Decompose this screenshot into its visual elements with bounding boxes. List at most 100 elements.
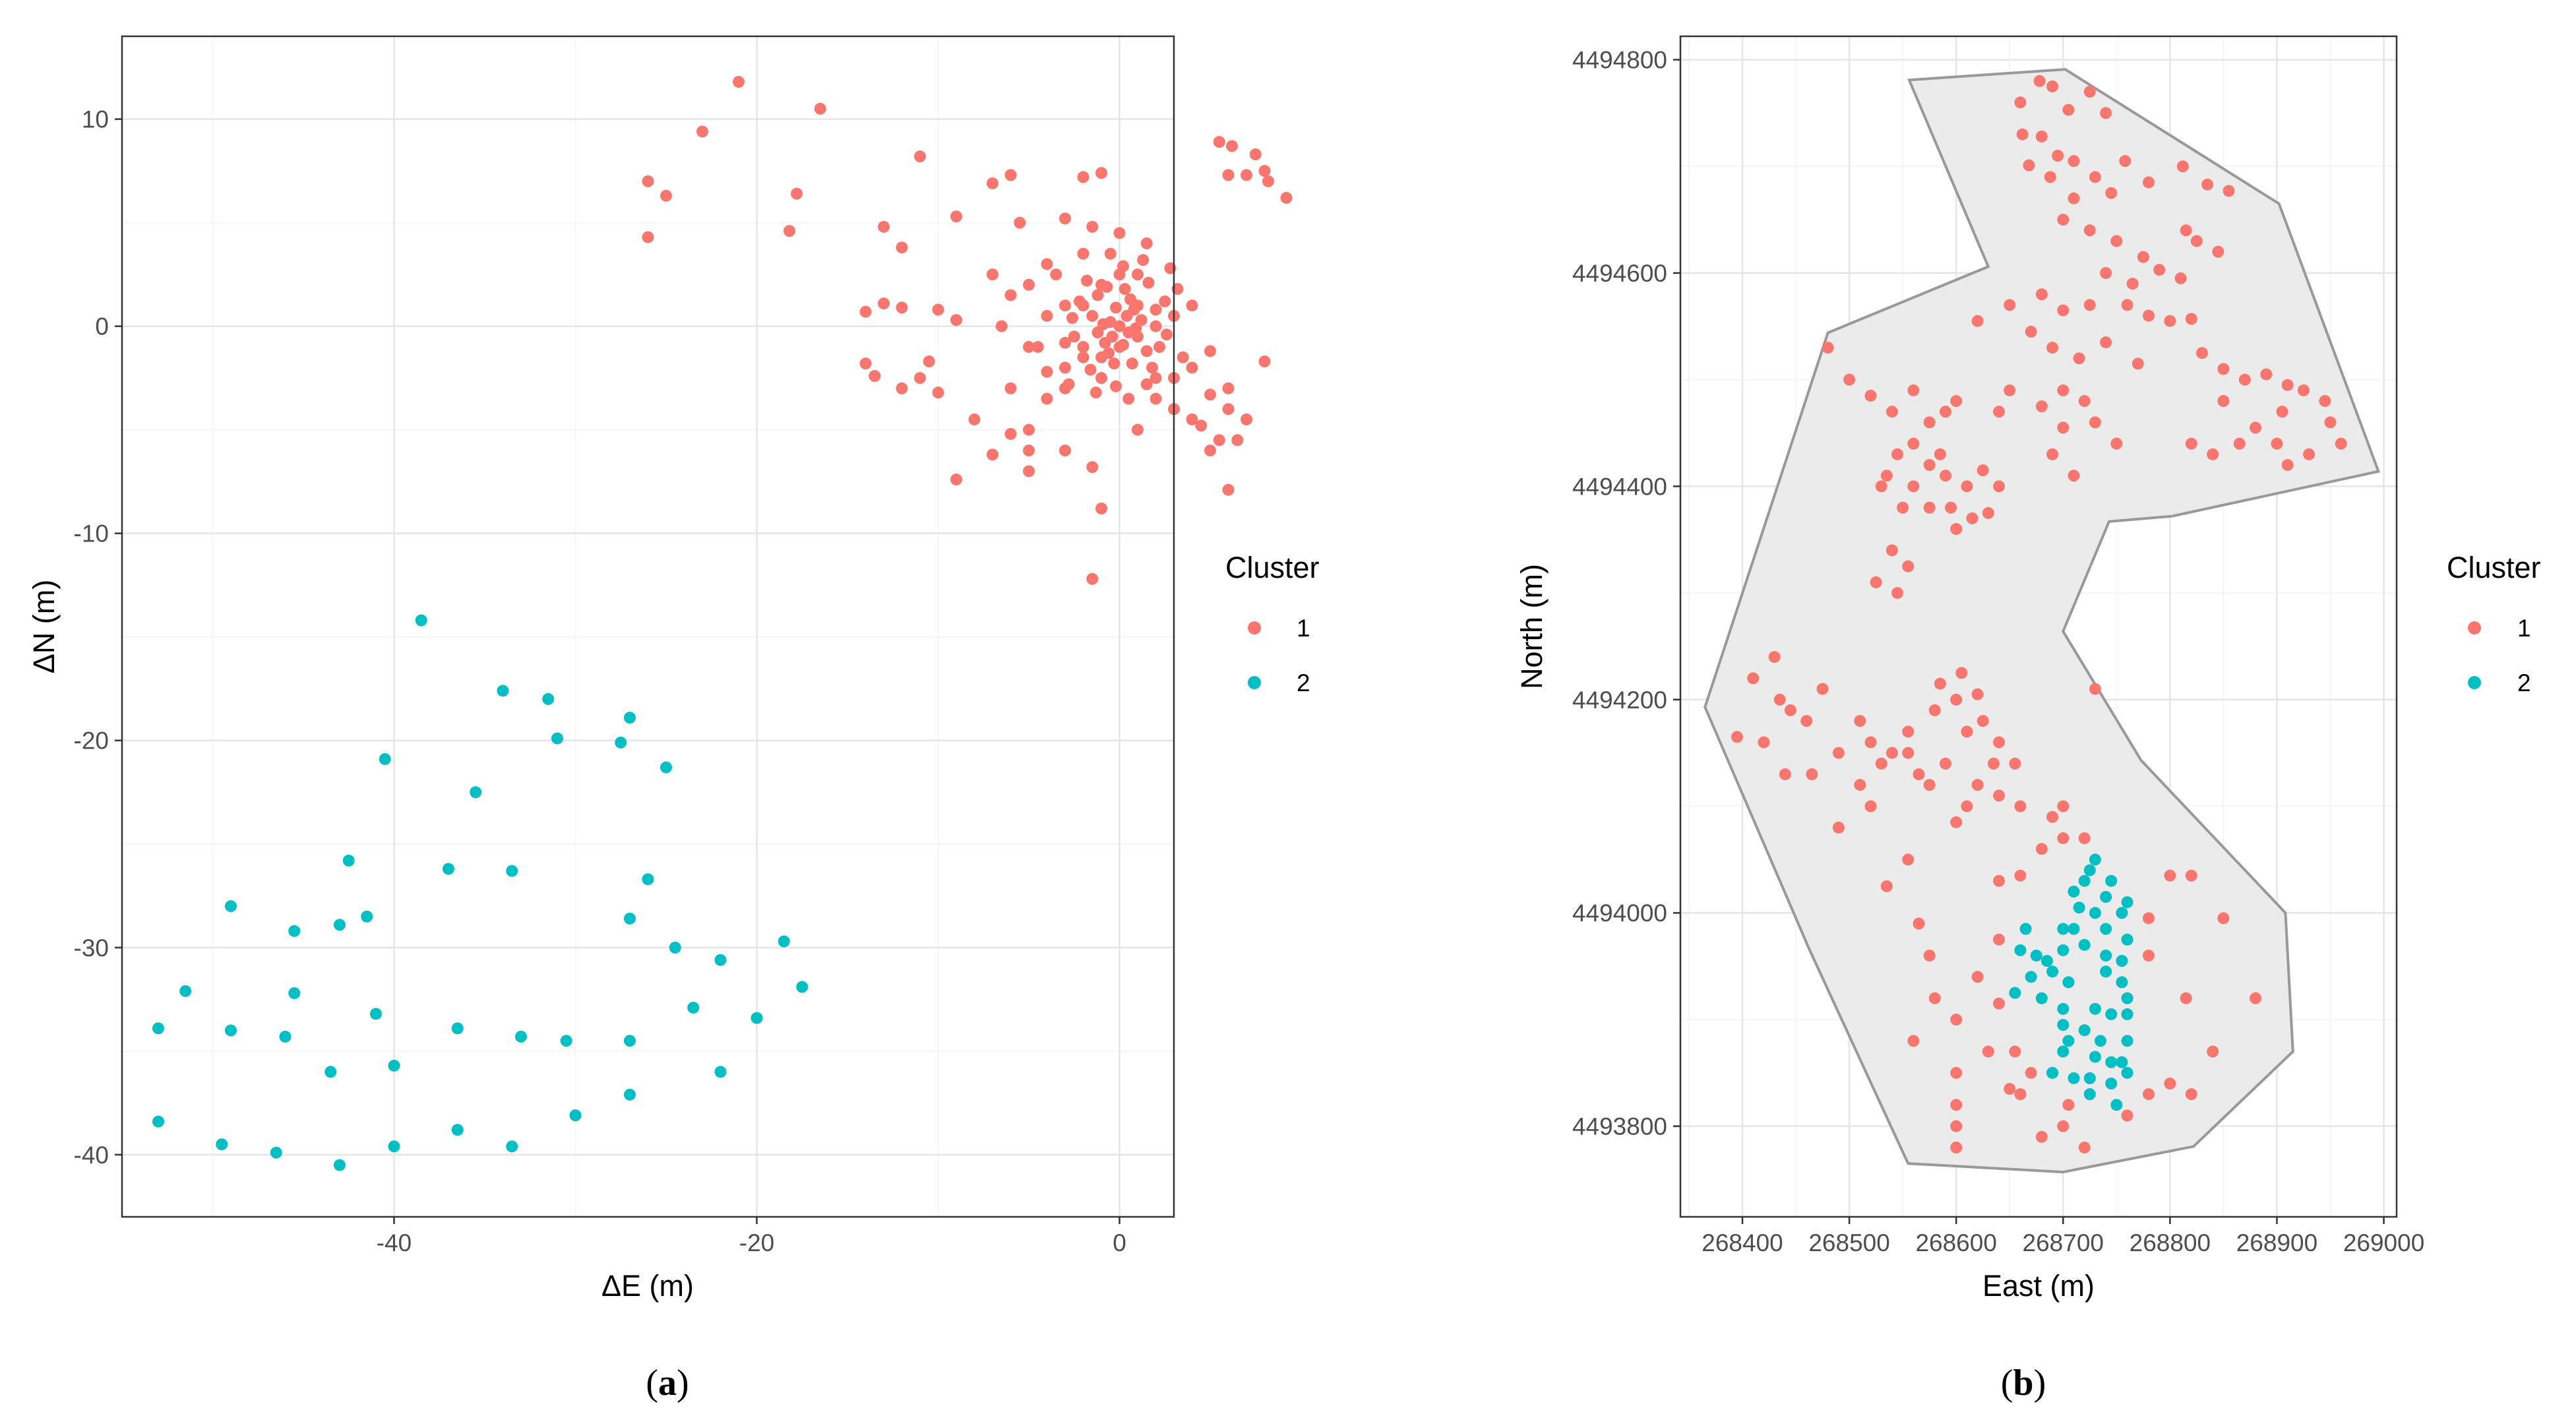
point-b-cluster1-150 <box>1928 992 1941 1004</box>
point-a-cluster1-104 <box>1124 293 1136 305</box>
point-b-cluster1-161 <box>2014 1088 2027 1101</box>
panel-b: 268400 268500 268600 268700 268800 268900 2690… <box>1515 35 2541 1403</box>
point-b-cluster1-73 <box>1822 342 1834 354</box>
point-a-cluster1-37 <box>896 382 908 394</box>
point-a-cluster1-69 <box>1195 419 1208 432</box>
point-b-cluster1-98 <box>1891 587 1904 600</box>
point-b-cluster1-147 <box>1902 853 1915 866</box>
point-a-cluster2-24 <box>687 1001 700 1014</box>
point-a-cluster1-38 <box>923 355 935 368</box>
point-b-cluster1-174 <box>2250 992 2262 1004</box>
point-a-cluster2-3 <box>624 712 636 724</box>
point-b-cluster1-172 <box>2180 992 2192 1004</box>
point-b-cluster1-119 <box>1961 725 1973 738</box>
y-tick-label-b-1: 4494000 <box>1572 900 1667 927</box>
point-b-cluster2-19 <box>2078 939 2091 951</box>
point-b-cluster2-20 <box>2100 949 2112 962</box>
point-a-cluster2-15 <box>624 912 636 925</box>
point-a-cluster1-21 <box>878 220 890 233</box>
point-a-cluster1-35 <box>859 357 872 370</box>
point-b-cluster1-159 <box>2057 1120 2070 1132</box>
point-b-cluster2-3 <box>2105 875 2118 887</box>
point-a-cluster1-65 <box>1204 345 1216 357</box>
point-a-cluster1-34 <box>950 314 962 326</box>
panel-label-b: (b) <box>2001 1363 2046 1403</box>
point-a-cluster1-14 <box>1262 175 1274 187</box>
point-b-cluster1-156 <box>2025 1066 2037 1079</box>
y-ticks-b: 4493800 4494000 4494200 4494400 4494600 44948… <box>1572 47 1680 1140</box>
point-a-cluster1-42 <box>1023 423 1035 436</box>
point-b-cluster1-86 <box>1977 464 1989 477</box>
point-b-cluster2-21 <box>2116 954 2128 967</box>
point-a-cluster2-40 <box>569 1109 582 1122</box>
point-b-cluster1-137 <box>2057 832 2070 844</box>
point-b-cluster1-166 <box>1950 1120 1963 1132</box>
point-a-cluster1-119 <box>1050 268 1062 281</box>
point-b-cluster1-121 <box>1955 667 1968 679</box>
point-b-cluster1-101 <box>1886 544 1898 557</box>
x-ticks-b: 268400 268500 268600 268700 268800 268900 2690… <box>1702 1217 2424 1256</box>
point-a-cluster2-23 <box>370 1008 382 1020</box>
point-a-cluster1-139 <box>1110 380 1122 392</box>
point-a-cluster1-115 <box>1101 280 1113 293</box>
point-a-cluster1-28 <box>1140 237 1153 250</box>
points-a <box>152 76 1293 1171</box>
point-a-cluster2-14 <box>361 910 373 923</box>
point-a-cluster1-88 <box>1091 289 1104 301</box>
y-axis-title-a: ΔN (m) <box>27 580 61 674</box>
point-a-cluster1-16 <box>914 150 926 163</box>
point-b-cluster1-30 <box>2174 272 2187 285</box>
point-b-cluster1-7 <box>2035 130 2048 142</box>
panel-label-a: (a) <box>646 1363 689 1403</box>
point-a-cluster2-1 <box>497 685 509 697</box>
point-b-cluster1-80 <box>1950 395 1963 408</box>
point-b-cluster1-57 <box>2207 448 2219 460</box>
point-a-cluster1-20 <box>1095 167 1107 179</box>
point-b-cluster1-69 <box>2089 416 2101 429</box>
plot-border-a <box>121 35 1175 1218</box>
point-a-cluster1-6 <box>791 187 803 200</box>
point-a-cluster1-112 <box>1153 341 1165 354</box>
point-a-cluster1-2 <box>696 125 708 138</box>
point-a-cluster1-92 <box>1068 330 1080 343</box>
point-a-cluster1-33 <box>932 303 944 316</box>
y-tick-label-a-4: 0 <box>95 313 109 340</box>
point-a-cluster1-44 <box>1059 445 1071 457</box>
point-b-cluster1-171 <box>2185 1088 2197 1101</box>
point-b-cluster1-113 <box>1854 715 1866 727</box>
point-b-cluster1-142 <box>2057 800 2070 813</box>
point-b-cluster1-109 <box>1758 736 1770 749</box>
point-a-cluster1-118 <box>1031 341 1044 354</box>
point-b-cluster1-178 <box>2142 949 2155 962</box>
point-b-cluster1-10 <box>2089 171 2101 183</box>
point-a-cluster2-29 <box>451 1022 464 1035</box>
point-a-cluster1-53 <box>1132 423 1144 436</box>
point-b-cluster1-25 <box>2190 235 2203 247</box>
point-a-cluster2-22 <box>288 987 301 999</box>
legend-b: Cluster 1 2 <box>2447 551 2541 696</box>
points-b <box>1731 75 2347 1154</box>
point-a-cluster2-28 <box>279 1030 291 1043</box>
point-b-cluster1-96 <box>1897 501 1909 514</box>
point-a-cluster1-141 <box>1066 312 1078 324</box>
x-tick-label-a-2: 0 <box>1113 1229 1126 1256</box>
legend-label-b-2: 2 <box>2517 669 2531 696</box>
point-a-cluster1-96 <box>1120 309 1133 322</box>
point-a-cluster1-11 <box>1258 165 1271 177</box>
point-b-cluster1-176 <box>2185 869 2197 882</box>
point-a-cluster1-54 <box>1186 361 1198 374</box>
point-b-cluster1-13 <box>2044 171 2056 183</box>
point-b-cluster1-51 <box>2319 395 2331 408</box>
point-b-cluster1-120 <box>1934 677 1946 690</box>
point-a-cluster2-4 <box>551 732 563 745</box>
point-b-cluster1-182 <box>2089 683 2101 695</box>
point-b-cluster1-70 <box>2110 437 2123 450</box>
point-b-cluster1-135 <box>2014 800 2027 813</box>
point-a-cluster1-94 <box>1081 274 1093 287</box>
point-b-cluster1-78 <box>1923 416 1936 429</box>
point-a-cluster2-33 <box>751 1012 763 1024</box>
point-a-cluster2-17 <box>334 919 346 931</box>
point-b-cluster2-15 <box>2014 944 2027 956</box>
point-b-cluster2-13 <box>2121 933 2133 946</box>
point-b-cluster1-100 <box>1870 576 1882 588</box>
